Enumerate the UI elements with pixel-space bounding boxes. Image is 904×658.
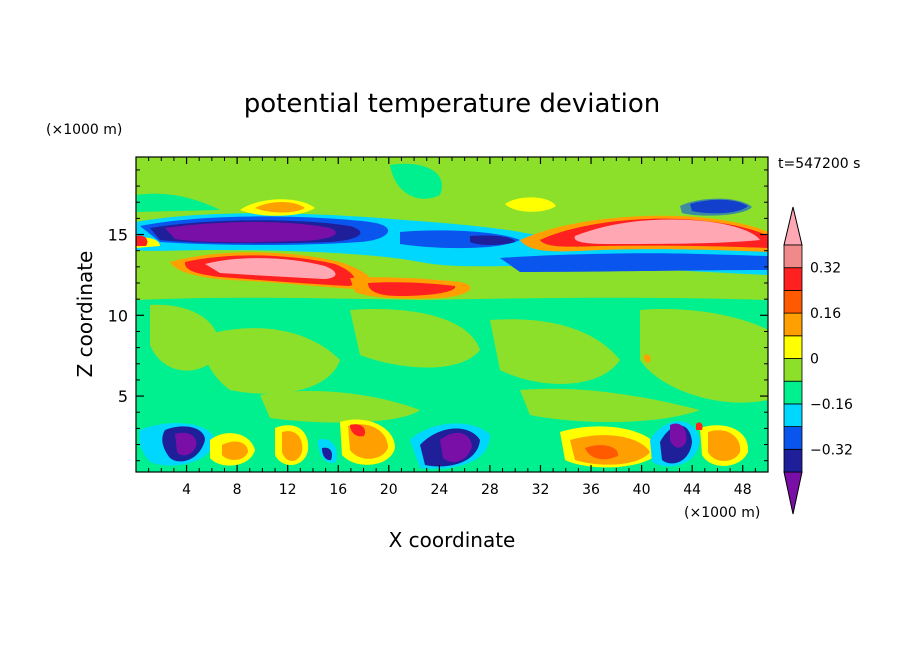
region-lower-patch-1 (150, 304, 219, 371)
x-tick-label: 24 (430, 482, 448, 498)
region-bottom-orange-2 (222, 441, 248, 460)
x-axis: 4 8 12 16 20 24 28 32 36 40 44 48 (148, 157, 756, 498)
x-axis-label: X coordinate (389, 528, 516, 552)
time-label: t=547200 s (778, 156, 860, 172)
y-tick-label: 10 (108, 306, 128, 325)
colorbar: 0.32 0.16 0 −0.16 −0.32 (783, 206, 853, 515)
region-trough-red (368, 282, 456, 296)
x-tick-label: 36 (582, 482, 600, 498)
chart-title: potential temperature deviation (244, 89, 660, 119)
region-top-orange (255, 202, 305, 213)
region-upper-purple (165, 222, 336, 243)
region-top-yellow-2 (505, 197, 556, 212)
x-tick-label: 32 (532, 482, 550, 498)
region-right-top-blue (680, 198, 752, 216)
y-axis: 5 10 15 (108, 169, 768, 462)
y-tick-label: 15 (108, 226, 128, 245)
x-tick-label: 44 (683, 482, 701, 498)
colorbar-tick-label: 0.32 (810, 261, 841, 277)
x-tick-label: 40 (633, 482, 651, 498)
colorbar-box (783, 244, 803, 269)
colorbar-box (783, 267, 803, 291)
x-unit-label: (×1000 m) (684, 505, 760, 521)
x-tick-label: 16 (329, 482, 347, 498)
colorbar-box (783, 448, 803, 473)
region-upper-green-2 (136, 193, 220, 212)
region-lower-patch-6 (260, 390, 420, 423)
x-tick-label: 28 (481, 482, 499, 498)
region-bottom-purple-1 (175, 432, 197, 456)
colorbar-box (783, 403, 803, 427)
colorbar-tick-label: −0.16 (810, 397, 853, 413)
colorbar-box (783, 380, 803, 405)
region-upper-green (390, 163, 442, 199)
x-tick-label: 20 (380, 482, 398, 498)
region-bottom-darkblue-4 (322, 447, 332, 461)
colorbar-tick-label: 0.16 (810, 306, 841, 322)
region-lower-patch-5 (640, 309, 768, 403)
x-tick-label: 12 (279, 482, 297, 498)
region-left-edge-red (136, 235, 148, 246)
plot-area (136, 157, 768, 472)
region-lower-patch-7 (520, 388, 700, 422)
colorbar-tick-label: −0.32 (810, 442, 853, 458)
colorbar-box (783, 358, 803, 382)
region-bottom-purple-6 (440, 432, 472, 462)
y-unit-label: (×1000 m) (46, 122, 122, 138)
region-bottom-red-7 (585, 445, 619, 460)
x-tick-label: 4 (182, 482, 191, 498)
region-lower-patch-2 (203, 328, 340, 394)
x-tick-label: 48 (734, 482, 752, 498)
y-axis-label: Z coordinate (73, 251, 97, 378)
region-lower-patch-3 (350, 309, 480, 368)
region-lower-patch-4 (490, 319, 620, 384)
x-tick-label: 8 (233, 482, 242, 498)
y-tick-label: 5 (118, 387, 128, 406)
region-bottom-red-9 (696, 422, 703, 430)
colorbar-bottom-arrow (783, 471, 803, 515)
region-bottom-orange-9 (708, 430, 741, 461)
region-left-pink (205, 258, 336, 279)
colorbar-box (783, 312, 803, 337)
region-right-pink (574, 219, 760, 244)
region-small-orange-dot (644, 354, 651, 363)
colorbar-top-arrow (783, 206, 803, 246)
colorbar-box (783, 335, 803, 359)
region-bottom-purple-8 (670, 423, 687, 448)
region-right-blue (500, 253, 768, 272)
colorbar-tick-label: 0 (810, 352, 819, 368)
colorbar-box (783, 289, 803, 314)
region-bottom-orange-3 (282, 431, 303, 461)
region-bottom-red-5 (350, 424, 366, 437)
colorbar-box (783, 426, 803, 450)
region-mid-darkblue (470, 235, 515, 245)
